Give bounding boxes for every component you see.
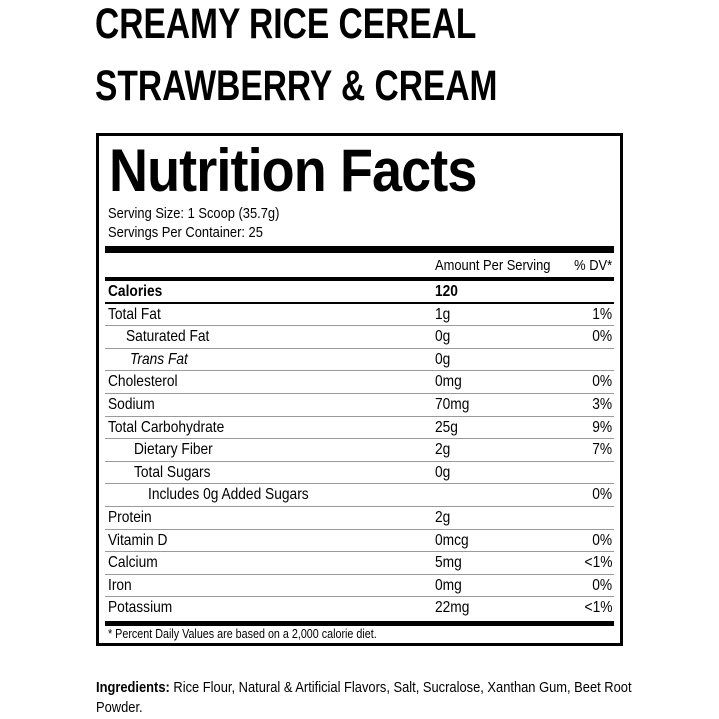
table-row: Iron 0mg 0%	[105, 575, 614, 598]
nutrient-amount: 0g	[435, 350, 451, 368]
nutrient-amount: 0mcg	[435, 531, 469, 549]
table-row: Calories 120	[105, 281, 614, 304]
nutrient-amount: 120	[435, 283, 458, 300]
nutrient-amount: 22mg	[435, 599, 470, 617]
nutrient-label: Saturated Fat	[126, 328, 210, 346]
footnote: * Percent Daily Values are based on a 2,…	[108, 627, 377, 641]
nutrient-amount: 0g	[435, 463, 451, 481]
nutrient-dv: 0%	[592, 328, 612, 346]
product-flavor: STRAWBERRY & CREAM	[95, 62, 498, 110]
nutrient-dv: <1%	[584, 599, 612, 617]
nutrient-dv: 1%	[592, 305, 612, 323]
ingredients: Ingredients: Rice Flour, Natural & Artif…	[96, 679, 632, 716]
nutrient-table: Calories 120 Total Fat 1g 1% Saturated Fat 0g 0…	[105, 281, 614, 620]
nutrient-dv: 0%	[592, 576, 612, 594]
nutrient-amount: 70mg	[435, 395, 470, 413]
servings-per-container: Servings Per Container: 25	[108, 224, 263, 241]
nutrient-label: Total Sugars	[134, 463, 211, 481]
nutrient-dv: 3%	[592, 395, 612, 413]
table-row: Protein 2g	[105, 507, 614, 530]
nutrient-label: Sodium	[108, 395, 155, 413]
nutrient-amount: 0mg	[435, 576, 462, 594]
nutrient-label: Includes 0g Added Sugars	[148, 486, 309, 504]
nutrient-dv: 9%	[592, 418, 612, 436]
nutrient-label: Iron	[108, 576, 132, 594]
table-row: Includes 0g Added Sugars 0%	[105, 484, 614, 507]
table-row: Saturated Fat 0g 0%	[105, 326, 614, 349]
table-row: Total Fat 1g 1%	[105, 304, 614, 327]
nutrient-amount: 5mg	[435, 554, 462, 572]
nutrient-dv: <1%	[584, 554, 612, 572]
table-row: Calcium 5mg <1%	[105, 552, 614, 575]
nutrient-label: Vitamin D	[108, 531, 168, 549]
table-row: Potassium 22mg <1%	[105, 597, 614, 620]
nutrient-amount: 25g	[435, 418, 458, 436]
divider-bottom	[105, 621, 614, 626]
nutrient-label: Calcium	[108, 554, 158, 572]
nutrient-amount: 0g	[435, 328, 451, 346]
nutrient-dv: 0%	[592, 486, 612, 504]
amount-header: Amount Per Serving	[435, 257, 551, 274]
nutrient-dv: 7%	[592, 441, 612, 459]
nutrient-amount: 2g	[435, 508, 451, 526]
nutrient-amount: 2g	[435, 441, 451, 459]
nutrient-dv: 0%	[592, 531, 612, 549]
nutrient-label: Trans Fat	[130, 350, 188, 368]
nutrient-label: Total Carbohydrate	[108, 418, 225, 436]
table-row: Total Sugars 0g	[105, 462, 614, 485]
nutrient-dv: 0%	[592, 373, 612, 391]
table-row: Sodium 70mg 3%	[105, 394, 614, 417]
divider-medium	[105, 277, 614, 281]
table-row: Total Carbohydrate 25g 9%	[105, 417, 614, 440]
nutrient-label: Total Fat	[108, 305, 161, 323]
nutrient-label: Calories	[108, 283, 163, 300]
table-row: Dietary Fiber 2g 7%	[105, 439, 614, 462]
table-row: Vitamin D 0mcg 0%	[105, 530, 614, 553]
table-row: Cholesterol 0mg 0%	[105, 371, 614, 394]
nutrient-label: Cholesterol	[108, 373, 178, 391]
nutrient-label: Protein	[108, 508, 152, 526]
panel-title: Nutrition Facts	[109, 137, 477, 204]
divider-thick	[105, 246, 614, 253]
nutrient-amount: 0mg	[435, 373, 462, 391]
table-row: Trans Fat 0g	[105, 349, 614, 372]
nutrient-amount: 1g	[435, 305, 451, 323]
dv-header: % DV*	[573, 257, 612, 274]
nutrition-facts-panel: Nutrition Facts Serving Size: 1 Scoop (3…	[96, 133, 623, 646]
serving-size: Serving Size: 1 Scoop (35.7g)	[108, 205, 280, 222]
nutrient-label: Potassium	[108, 599, 173, 617]
nutrient-label: Dietary Fiber	[134, 441, 213, 459]
product-name: CREAMY RICE CEREAL	[95, 0, 477, 48]
